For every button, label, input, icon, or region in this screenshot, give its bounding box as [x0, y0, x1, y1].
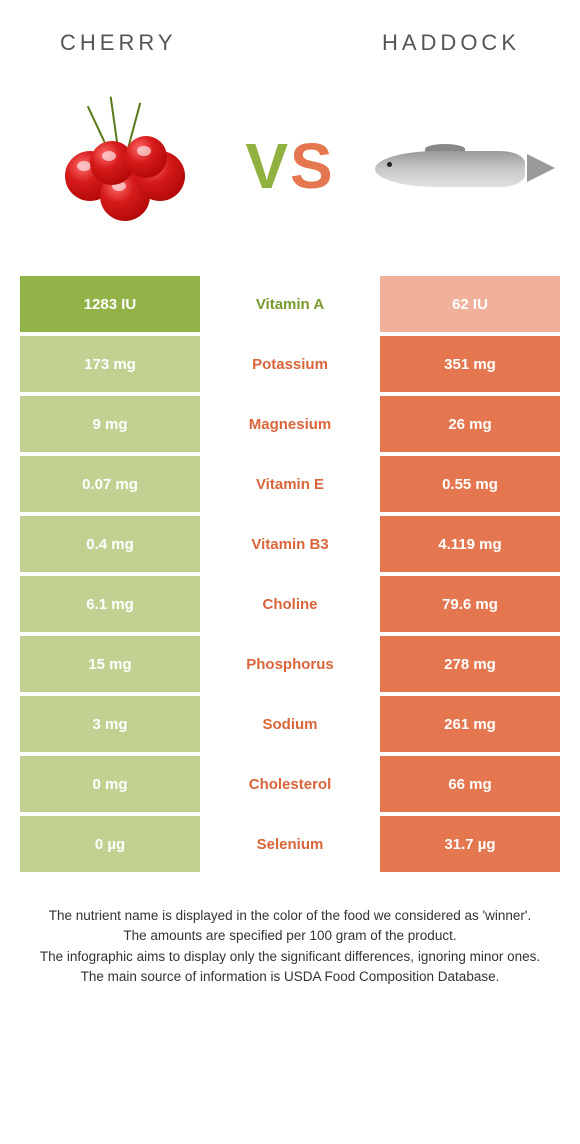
cell-left-value: 15 mg	[20, 636, 200, 692]
header-right-label: HADDOCK	[382, 30, 520, 56]
table-row: 173 mgPotassium351 mg	[20, 336, 560, 392]
cell-left-value: 3 mg	[20, 696, 200, 752]
table-row: 9 mgMagnesium26 mg	[20, 396, 560, 452]
cell-nutrient-label: Potassium	[200, 336, 380, 392]
table-row: 0.07 mgVitamin E0.55 mg	[20, 456, 560, 512]
cell-left-value: 9 mg	[20, 396, 200, 452]
footnote-line: The amounts are specified per 100 gram o…	[25, 926, 555, 946]
cherry-image	[20, 91, 220, 241]
table-row: 6.1 mgCholine79.6 mg	[20, 576, 560, 632]
cell-right-value: 4.119 mg	[380, 516, 560, 572]
cell-left-value: 173 mg	[20, 336, 200, 392]
cell-right-value: 351 mg	[380, 336, 560, 392]
cell-nutrient-label: Phosphorus	[200, 636, 380, 692]
table-row: 0 µgSelenium31.7 µg	[20, 816, 560, 872]
table-row: 0 mgCholesterol66 mg	[20, 756, 560, 812]
cell-right-value: 79.6 mg	[380, 576, 560, 632]
cell-nutrient-label: Vitamin B3	[200, 516, 380, 572]
cell-left-value: 0.4 mg	[20, 516, 200, 572]
cell-nutrient-label: Vitamin A	[200, 276, 380, 332]
cell-right-value: 66 mg	[380, 756, 560, 812]
cell-nutrient-label: Vitamin E	[200, 456, 380, 512]
cell-right-value: 62 IU	[380, 276, 560, 332]
cell-left-value: 0 µg	[20, 816, 200, 872]
cell-right-value: 31.7 µg	[380, 816, 560, 872]
table-row: 1283 IUVitamin A62 IU	[20, 276, 560, 332]
cell-left-value: 6.1 mg	[20, 576, 200, 632]
vs-v: V	[245, 130, 290, 202]
cell-nutrient-label: Magnesium	[200, 396, 380, 452]
cell-left-value: 0 mg	[20, 756, 200, 812]
cell-left-value: 1283 IU	[20, 276, 200, 332]
cell-nutrient-label: Choline	[200, 576, 380, 632]
cell-nutrient-label: Cholesterol	[200, 756, 380, 812]
footnote-line: The infographic aims to display only the…	[25, 947, 555, 967]
vs-s: S	[290, 130, 335, 202]
hero-row: VS	[0, 76, 580, 276]
cell-right-value: 0.55 mg	[380, 456, 560, 512]
footnotes: The nutrient name is displayed in the co…	[0, 876, 580, 987]
table-row: 0.4 mgVitamin B34.119 mg	[20, 516, 560, 572]
footnote-line: The nutrient name is displayed in the co…	[25, 906, 555, 926]
cell-right-value: 261 mg	[380, 696, 560, 752]
haddock-image	[360, 91, 560, 241]
cell-left-value: 0.07 mg	[20, 456, 200, 512]
page-header: CHERRY HADDOCK	[0, 0, 580, 76]
vs-label: VS	[245, 129, 334, 203]
header-left-label: CHERRY	[60, 30, 177, 56]
footnote-line: The main source of information is USDA F…	[25, 967, 555, 987]
cell-right-value: 278 mg	[380, 636, 560, 692]
table-row: 15 mgPhosphorus278 mg	[20, 636, 560, 692]
comparison-table: 1283 IUVitamin A62 IU173 mgPotassium351 …	[0, 276, 580, 872]
cell-right-value: 26 mg	[380, 396, 560, 452]
cell-nutrient-label: Selenium	[200, 816, 380, 872]
table-row: 3 mgSodium261 mg	[20, 696, 560, 752]
cell-nutrient-label: Sodium	[200, 696, 380, 752]
